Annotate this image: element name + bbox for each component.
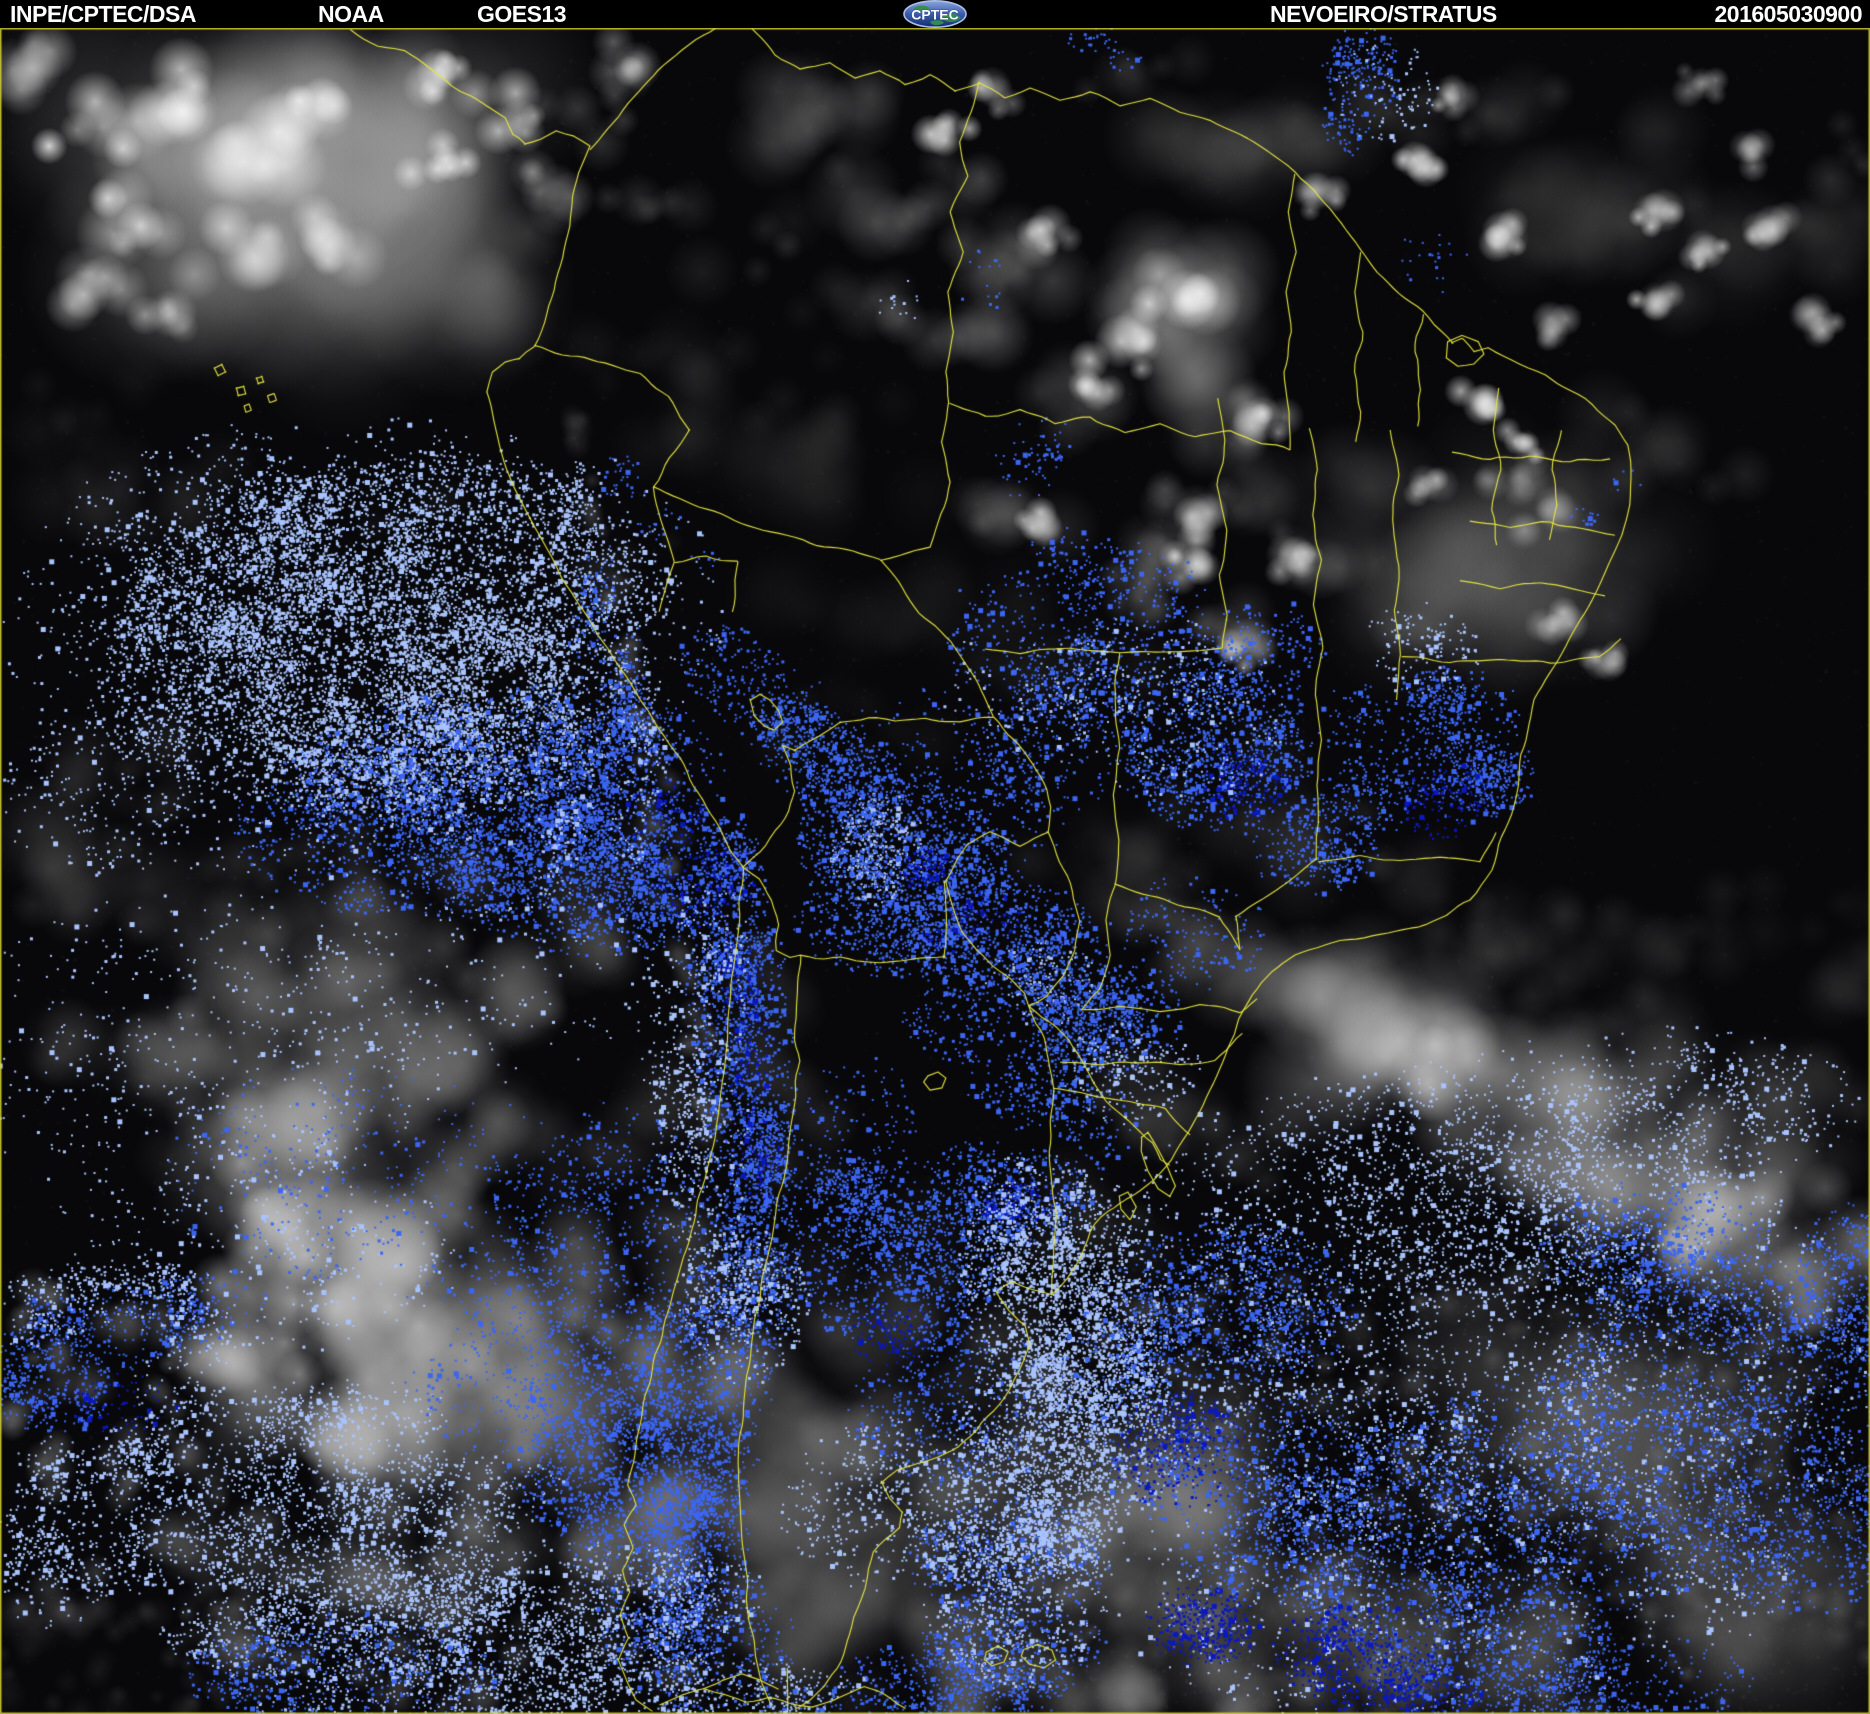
product-name-label: NEVOEIRO/STRATUS — [1270, 1, 1497, 27]
satellite-image — [0, 28, 1870, 1714]
satellite-network-label: NOAA — [318, 1, 384, 27]
satellite-name-label: GOES13 — [477, 1, 567, 27]
timestamp-label: 201605030900 — [1714, 1, 1863, 27]
header-bar: INPE/CPTEC/DSA NOAA GOES13 CPTEC NEVOEIR… — [0, 0, 1870, 28]
agency-label: INPE/CPTEC/DSA — [10, 1, 196, 27]
logo-text: CPTEC — [911, 7, 958, 23]
cptec-logo-graphic: CPTEC — [903, 0, 967, 28]
logo-landmass-icon — [930, 20, 944, 26]
cptec-logo: CPTEC — [903, 0, 967, 28]
logo-landmass-icon — [941, 14, 961, 23]
logo-landmass-icon — [913, 5, 930, 14]
